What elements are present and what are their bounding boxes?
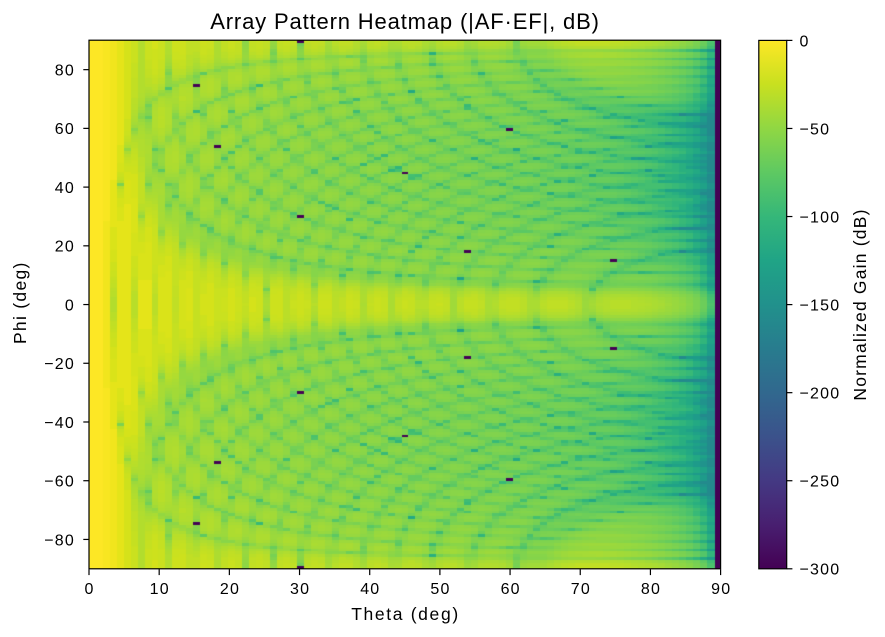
svg-text:50: 50 <box>430 581 450 598</box>
svg-text:40: 40 <box>360 581 380 598</box>
svg-text:−60: −60 <box>44 474 75 491</box>
svg-text:−40: −40 <box>44 415 75 432</box>
svg-text:0: 0 <box>85 581 95 598</box>
svg-text:Phi (deg): Phi (deg) <box>10 261 30 344</box>
svg-text:0: 0 <box>800 33 810 50</box>
svg-text:60: 60 <box>501 581 521 598</box>
svg-text:10: 10 <box>150 581 170 598</box>
svg-text:−150: −150 <box>800 297 841 314</box>
svg-text:−80: −80 <box>44 532 75 549</box>
svg-text:80: 80 <box>55 63 75 80</box>
svg-text:70: 70 <box>571 581 591 598</box>
svg-text:−200: −200 <box>800 386 841 403</box>
svg-text:−20: −20 <box>44 356 75 373</box>
svg-text:20: 20 <box>220 581 240 598</box>
svg-text:−250: −250 <box>800 474 841 491</box>
svg-text:−50: −50 <box>800 121 831 138</box>
svg-text:Normalized Gain (dB): Normalized Gain (dB) <box>850 208 870 400</box>
svg-text:90: 90 <box>711 581 731 598</box>
svg-text:30: 30 <box>290 581 310 598</box>
svg-text:−300: −300 <box>800 562 841 579</box>
svg-text:0: 0 <box>65 297 75 314</box>
svg-text:20: 20 <box>55 239 75 256</box>
svg-text:−100: −100 <box>800 209 841 226</box>
svg-text:60: 60 <box>55 121 75 138</box>
svg-text:Array Pattern Heatmap (|AF·EF|: Array Pattern Heatmap (|AF·EF|, dB) <box>210 9 600 34</box>
svg-text:80: 80 <box>641 581 661 598</box>
svg-text:Theta (deg): Theta (deg) <box>351 604 460 624</box>
svg-text:40: 40 <box>55 180 75 197</box>
